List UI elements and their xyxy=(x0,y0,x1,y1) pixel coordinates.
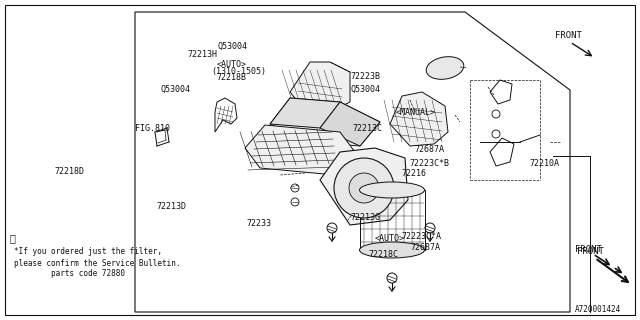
Text: 72218B: 72218B xyxy=(216,73,246,82)
Text: 72218D: 72218D xyxy=(54,167,84,176)
Ellipse shape xyxy=(360,182,424,198)
Circle shape xyxy=(349,173,379,203)
Text: Q53004: Q53004 xyxy=(351,85,381,94)
Text: 72233: 72233 xyxy=(246,220,271,228)
Polygon shape xyxy=(270,98,340,128)
Text: 72213H: 72213H xyxy=(188,50,218,59)
Text: (1310-1505): (1310-1505) xyxy=(211,67,266,76)
Polygon shape xyxy=(320,148,408,225)
Polygon shape xyxy=(135,12,570,312)
Text: FRONT: FRONT xyxy=(555,30,582,39)
Text: 72687A: 72687A xyxy=(415,145,445,154)
Text: 72210A: 72210A xyxy=(530,159,560,168)
Text: A720001424: A720001424 xyxy=(575,306,621,315)
Text: FIG.810: FIG.810 xyxy=(134,124,170,133)
Text: 72213C: 72213C xyxy=(352,124,382,133)
Text: <MANUAL>: <MANUAL> xyxy=(396,108,435,117)
Polygon shape xyxy=(290,62,350,112)
Text: <AUTO>: <AUTO> xyxy=(216,60,246,69)
Text: FRONT: FRONT xyxy=(577,247,604,257)
Text: 72223B: 72223B xyxy=(351,72,381,81)
Polygon shape xyxy=(245,125,355,175)
Text: 72216: 72216 xyxy=(402,169,427,178)
Circle shape xyxy=(334,158,394,218)
Text: parts code 72880: parts code 72880 xyxy=(14,269,125,278)
Polygon shape xyxy=(270,98,380,146)
Polygon shape xyxy=(390,92,448,146)
Text: FRONT: FRONT xyxy=(575,245,602,254)
Text: 72213G: 72213G xyxy=(351,213,381,222)
Text: <AUTO>: <AUTO> xyxy=(374,234,404,243)
Text: 72213D: 72213D xyxy=(157,202,187,211)
Ellipse shape xyxy=(426,57,464,79)
Text: 72687A: 72687A xyxy=(411,244,441,252)
Text: 72223C*A: 72223C*A xyxy=(402,232,442,241)
Text: 72218C: 72218C xyxy=(368,250,398,259)
Text: ※: ※ xyxy=(10,233,16,243)
Ellipse shape xyxy=(360,242,424,258)
Text: *If you ordered just the filter,: *If you ordered just the filter, xyxy=(14,247,162,257)
Text: Q53004: Q53004 xyxy=(161,85,191,94)
Text: 72223C*B: 72223C*B xyxy=(410,159,450,168)
Text: Q53004: Q53004 xyxy=(218,42,248,51)
Polygon shape xyxy=(320,102,380,146)
Text: please confirm the Service Bulletin.: please confirm the Service Bulletin. xyxy=(14,259,180,268)
